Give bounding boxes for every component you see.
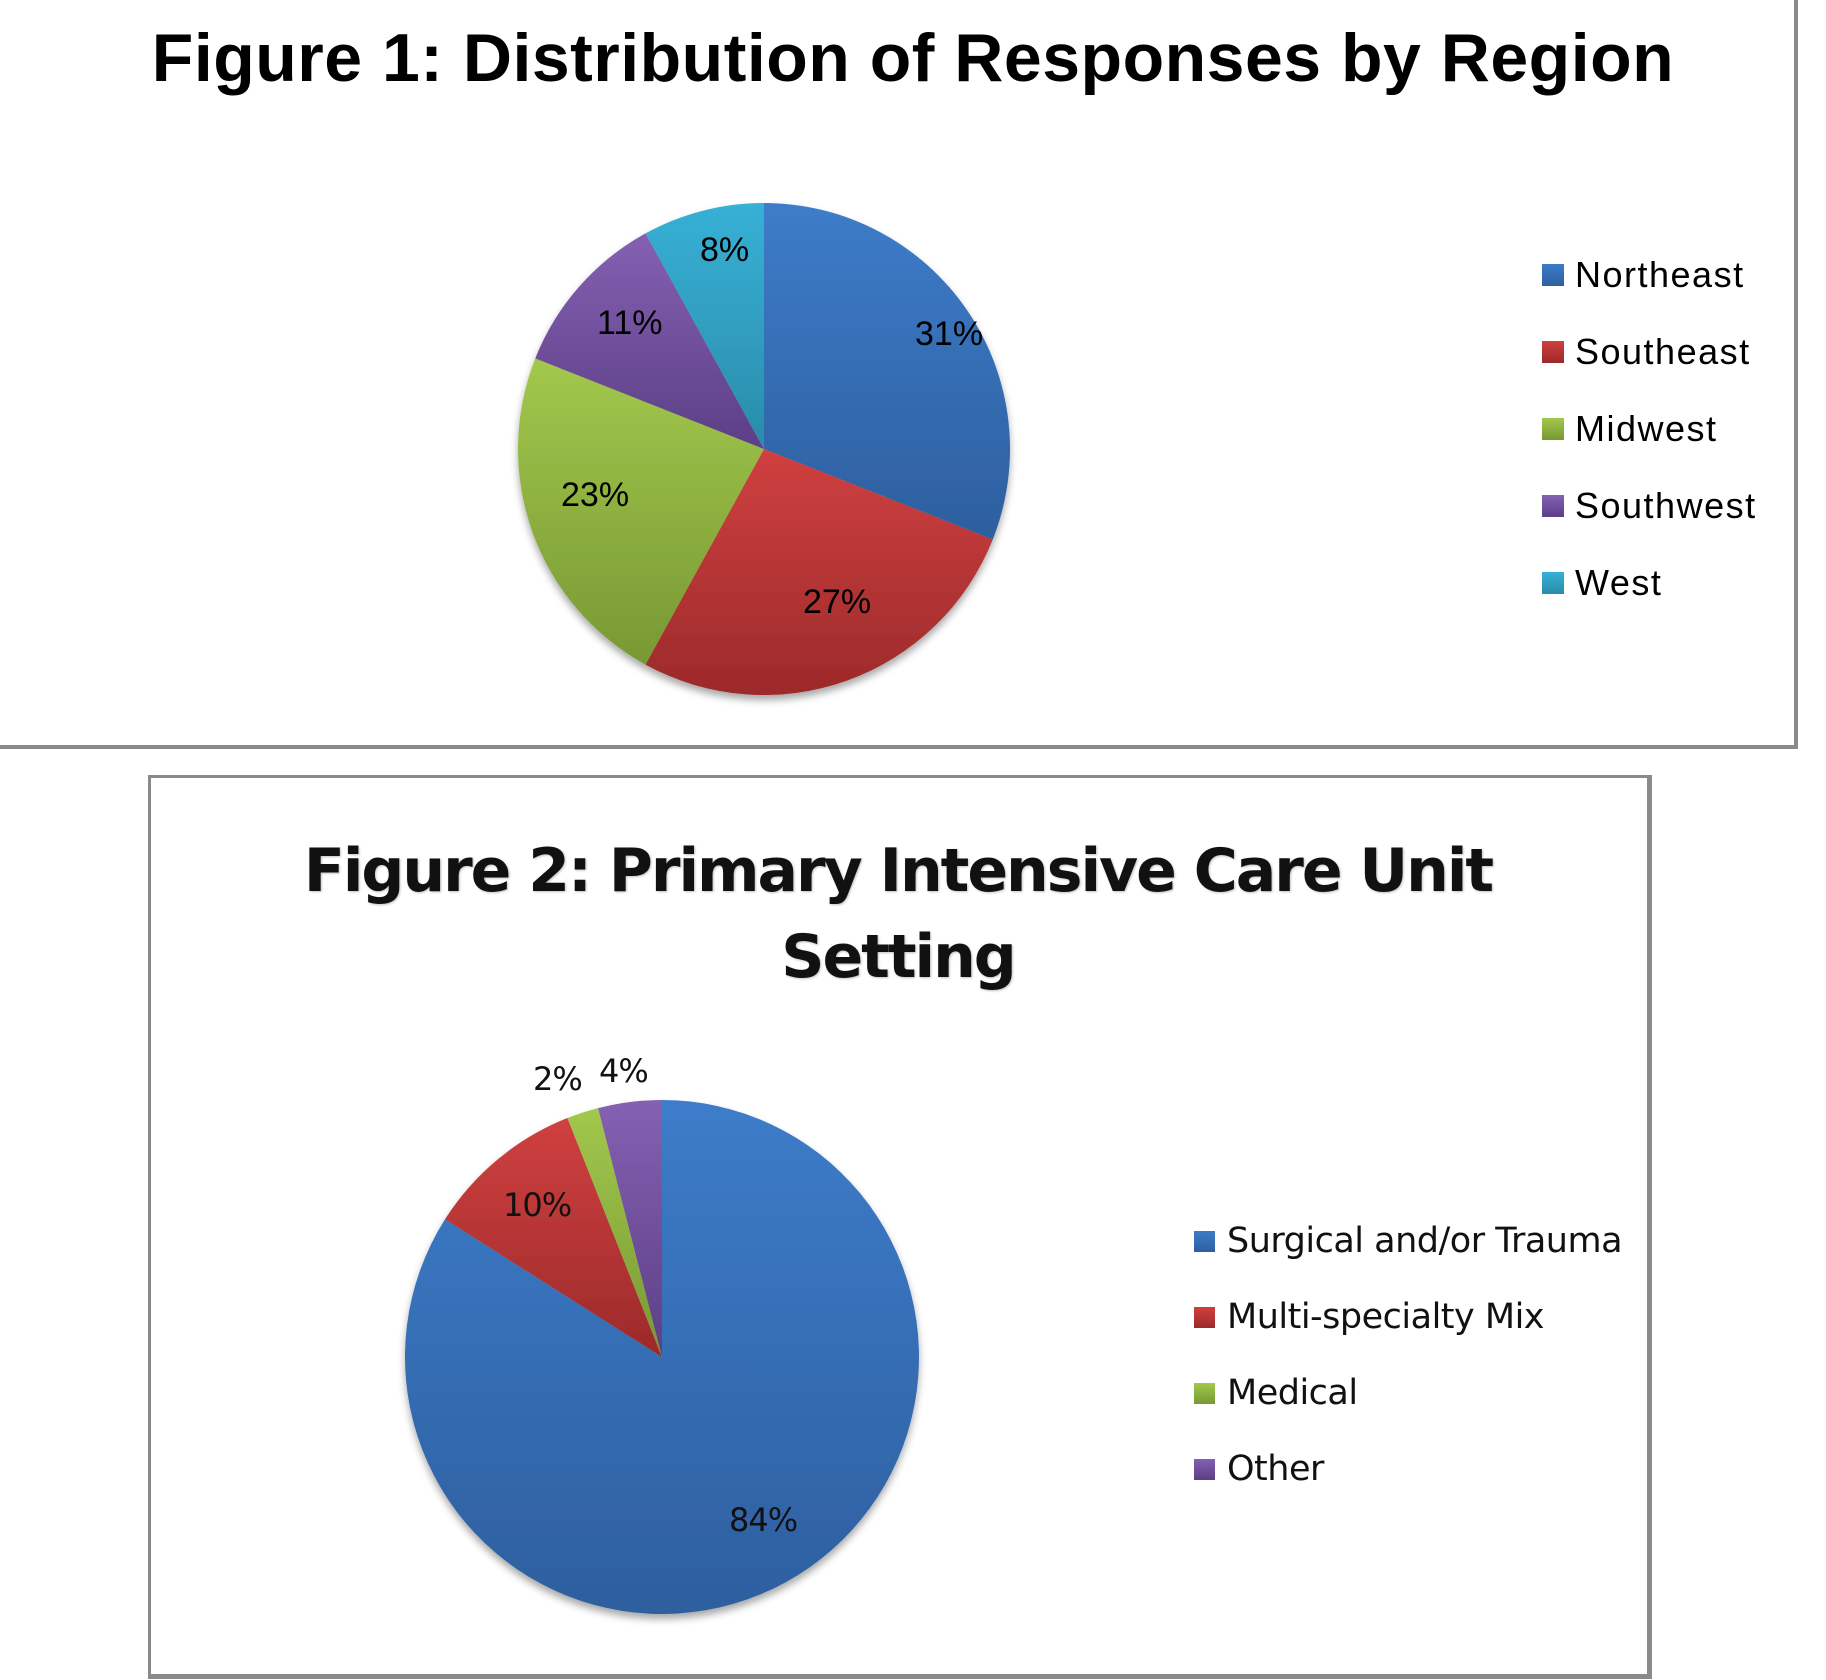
legend-label: West: [1575, 562, 1663, 603]
slice-label-multi-specialty: 10%: [503, 1186, 571, 1224]
legend-swatch: [1194, 1230, 1215, 1252]
slice-label-southwest: 11%: [597, 304, 663, 342]
figure-2-title: Figure 2: Primary Intensive Care Unit Set…: [150, 828, 1646, 1000]
legend-item-northeast: Northeast: [1542, 250, 1745, 300]
slice-label-medical: 2%: [533, 1060, 582, 1098]
pie-chart-icu-setting-labels: 84% 10% 2% 4%: [503, 1052, 798, 1539]
legend-label: Multi-specialty Mix: [1227, 1297, 1545, 1337]
figure-1-title: Figure 1: Distribution of Responses by R…: [151, 20, 1675, 96]
pie-chart-region-labels: 31% 27% 23% 11% 8%: [561, 231, 983, 621]
legend-item-southeast: Southeast: [1542, 327, 1751, 377]
slice-label-west: 8%: [700, 231, 749, 269]
legend-swatch: [1542, 418, 1564, 440]
pie-slice-surgical-and-or-trauma: [404, 1100, 919, 1614]
legend-label: Southeast: [1575, 331, 1751, 372]
pie-slice-southeast: [645, 449, 993, 696]
pie-slice-midwest: [517, 358, 764, 665]
slice-label-surgical: 84%: [729, 1501, 797, 1539]
legend-item-midwest: Midwest: [1542, 404, 1718, 454]
pie-chart-icu-setting: [404, 1100, 919, 1614]
legend-item-other: Other: [1194, 1444, 1324, 1494]
legend-label: Northeast: [1575, 254, 1745, 295]
pie-slice-northeast: [764, 203, 1010, 540]
legend-label: Other: [1227, 1449, 1324, 1489]
legend-swatch: [1542, 264, 1564, 286]
legend-label: Medical: [1227, 1373, 1358, 1413]
legend-item-medical: Medical: [1194, 1368, 1358, 1418]
legend-swatch: [1194, 1306, 1215, 1328]
pie-slice-southwest: [535, 233, 764, 449]
figure-2-title-line-2: Setting: [781, 922, 1016, 992]
pie-chart-region: [517, 203, 1010, 696]
legend-item-surgical: Surgical and/or Trauma: [1194, 1216, 1623, 1266]
figure-2-title-line-1: Figure 2: Primary Intensive Care Unit: [303, 836, 1494, 906]
legend-item-multi-specialty: Multi-specialty Mix: [1194, 1292, 1545, 1342]
pie-slice-medical: [567, 1108, 662, 1357]
legend-item-southwest: Southwest: [1542, 481, 1757, 531]
legend-swatch: [1542, 495, 1564, 517]
slice-label-midwest: 23%: [561, 476, 629, 514]
legend-swatch: [1542, 341, 1564, 363]
pie-slice-multi-specialty-mix: [445, 1118, 662, 1357]
slice-label-northeast: 31%: [915, 315, 983, 353]
legend-swatch: [1194, 1458, 1215, 1480]
figure-2-frame: [148, 775, 1652, 1679]
legend-label: Surgical and/or Trauma: [1227, 1221, 1623, 1261]
pie-slice-other: [598, 1100, 662, 1357]
legend-label: Southwest: [1575, 485, 1757, 526]
pie-slice-west: [645, 203, 764, 449]
legend-label: Midwest: [1575, 408, 1718, 449]
legend-swatch: [1194, 1382, 1215, 1404]
legend-item-west: West: [1542, 558, 1662, 608]
slice-label-southeast: 27%: [803, 583, 871, 621]
slice-label-other: 4%: [599, 1052, 648, 1090]
legend-swatch: [1542, 572, 1564, 594]
